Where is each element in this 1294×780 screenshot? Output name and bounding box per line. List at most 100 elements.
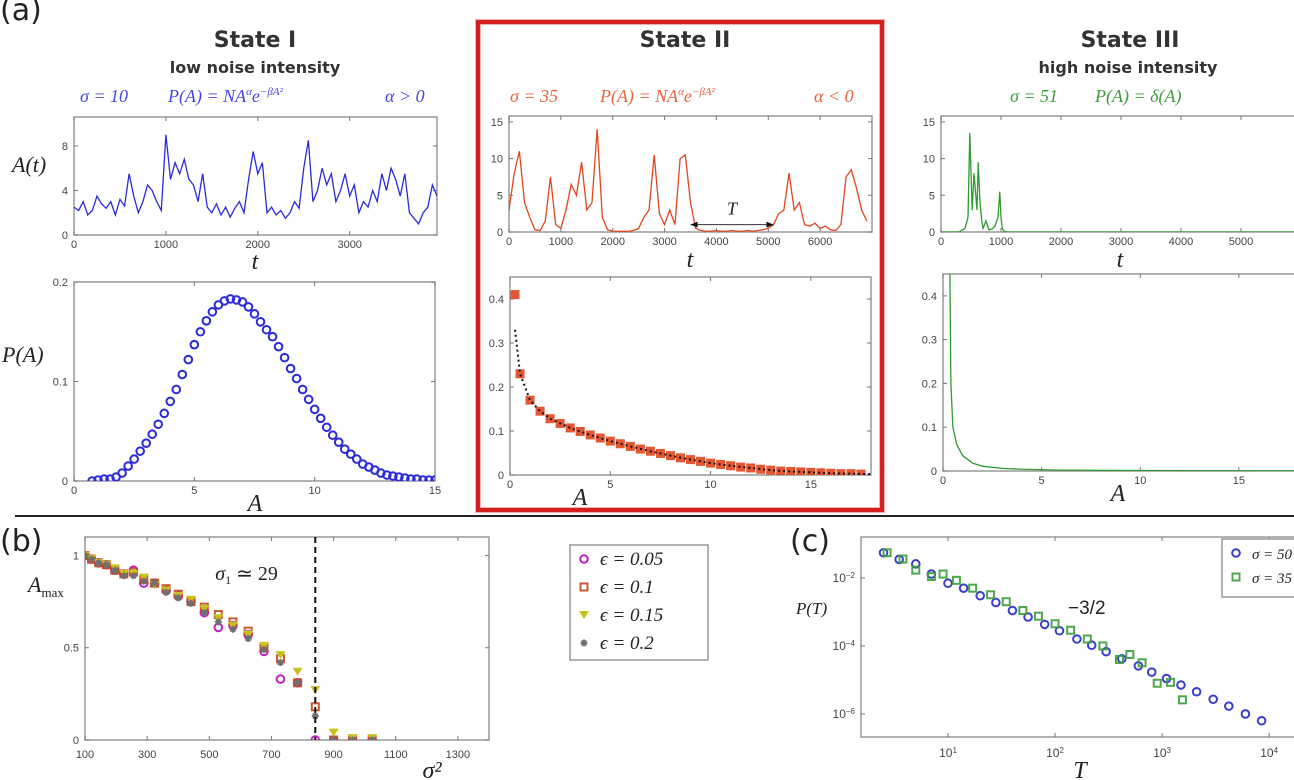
x-axis-label: T [1073,758,1088,780]
series-layer [941,132,1294,232]
data-point [406,474,416,481]
data-point [382,470,392,480]
data-point [579,611,589,619]
data-point [214,618,222,626]
y-tick-label: 15 [491,117,503,129]
data-point [195,326,206,337]
x-axis-label: A [246,491,263,517]
state-i-subtitle: low noise intensity [169,58,341,77]
data-point [85,551,89,559]
data-point [958,583,969,593]
x-tick-label: 103 [1153,746,1171,761]
data-point [1191,686,1202,697]
state-i-distribution: P(A) = NAαe−βA² [168,86,283,106]
data-point [229,625,237,633]
data-point [162,588,170,596]
data-point [1007,605,1018,616]
data-point [1224,701,1234,711]
data-point [1177,695,1187,705]
x-tick-label: 1000 [154,239,178,251]
data-point [1018,606,1028,616]
y-tick-label: 0.2 [53,277,68,289]
data-point [595,433,605,443]
x-tick-label: 15 [429,485,441,497]
legend: ϵ = 0.05 ϵ = 0.1 ϵ = 0.15 ϵ = 0.2 [569,544,709,661]
data-point [400,473,410,481]
y-tick-label: 1 [73,550,79,562]
panel-label-c: (c) [790,524,830,559]
data-point [117,468,127,478]
data-point [159,408,170,419]
series-line [514,329,871,475]
data-point [898,554,908,564]
data-point [1152,678,1162,688]
data-point [424,475,434,481]
data-point [333,437,344,447]
data-point [189,339,200,350]
data-point [1208,694,1218,705]
row-divider [15,515,1294,517]
data-point [565,423,575,433]
data-point [327,430,338,441]
data-point [255,317,266,327]
series-layer [510,290,871,475]
data-point [1137,658,1147,668]
data-point [388,471,398,481]
y-tick-label: 0.4 [489,294,504,306]
data-point [213,614,224,623]
data-point [185,595,196,604]
data-point [165,396,176,407]
x-tick-label: 2000 [600,236,624,248]
x-tick-label: 1000 [549,236,573,248]
data-point [510,290,520,300]
data-point [1115,654,1125,664]
state-iii-subtitle: high noise intensity [1038,58,1218,77]
data-point [349,736,357,740]
x-axis-label: t [252,249,260,275]
data-point [243,630,254,639]
x-tick-label: 2000 [1049,236,1073,248]
data-point [199,604,210,613]
y-tick-label: 0.1 [53,377,68,389]
x-tick-label: 5 [1039,475,1045,487]
x-tick-label: 3000 [1109,236,1133,248]
x-tick-label: 300 [138,749,156,761]
data-point [1176,680,1186,690]
data-point [986,590,996,600]
data-point [141,438,151,448]
data-point [151,579,159,587]
y-tick-label: 10−4 [833,638,856,653]
x-axis-label: A [571,485,588,511]
data-point [201,316,212,326]
data-point [345,449,356,459]
y-tick-label: 0.1 [922,422,937,434]
series-layer [949,274,1294,471]
y-tick-label: 4 [62,185,68,197]
data-point [275,674,286,684]
data-point [1125,650,1135,660]
data-point [138,573,149,582]
data-point [275,651,286,660]
plot-frame [940,115,1294,233]
data-point [227,621,238,630]
chart-b_pa: 0 5 10 15 0 0.1 0.2 0.3 0.4 A [489,276,872,511]
y-tick-label: 0.3 [922,335,937,347]
interval-label: T [727,199,739,219]
data-point [525,395,535,405]
y-axis-label: Amax [26,572,64,600]
data-point [294,679,302,687]
x-axis-label: t [687,247,695,273]
data-point [88,555,96,563]
data-point [279,352,290,363]
data-point [938,569,948,579]
data-point [430,475,435,481]
data-point [394,472,404,481]
state-i-alpha: α > 0 [385,86,425,106]
chart-b: 100 300 500 700 900 1100 1300 0 0.5 1 σ² Amax σ1 ≃ 2… [26,536,709,780]
data-point [1146,667,1157,677]
data-point [129,454,139,464]
data-point [187,599,195,607]
y-axis-label: P(T) [795,599,828,618]
data-point [135,446,145,456]
